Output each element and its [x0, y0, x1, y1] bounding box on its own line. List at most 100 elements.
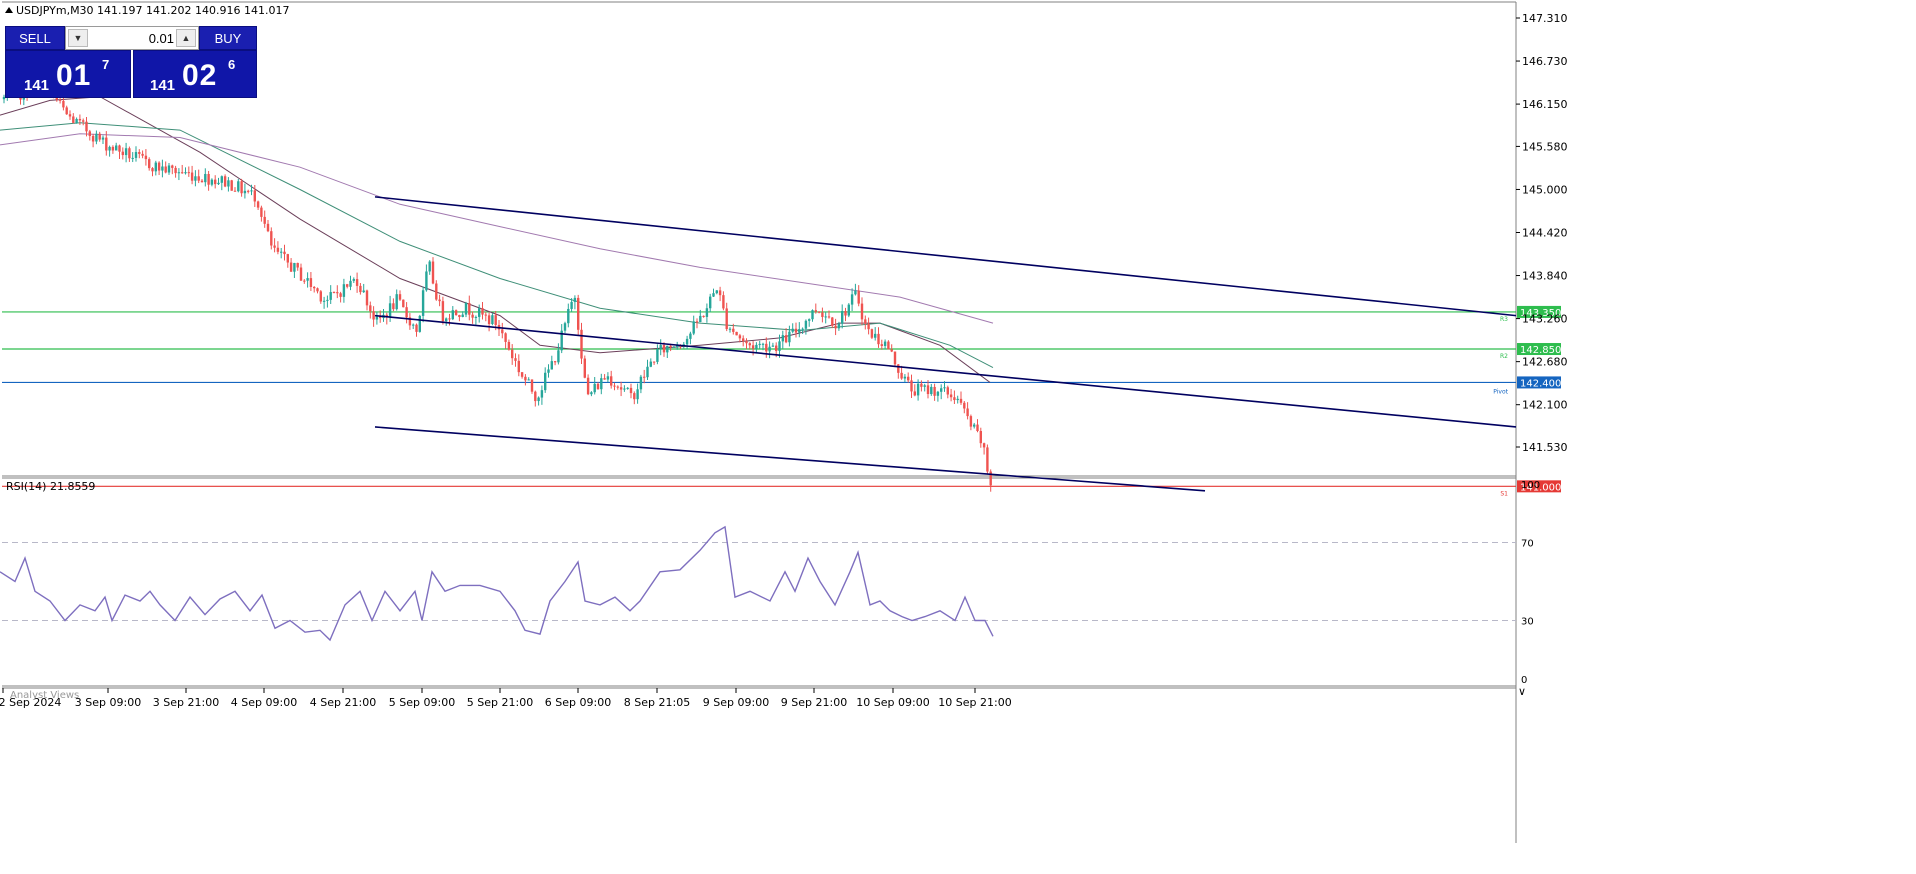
rsi-axis-label: 70 — [1521, 539, 1534, 550]
candle-body — [88, 131, 91, 136]
candle-body — [362, 290, 365, 293]
candle-body — [606, 376, 610, 380]
candle-body — [639, 376, 643, 390]
candle-body — [299, 267, 303, 281]
buy-button[interactable]: BUY — [199, 26, 257, 50]
candle-body — [326, 299, 329, 301]
price-axis[interactable]: 147.310 146.730 146.150 145.580 145.000 144.4… — [1516, 12, 1568, 454]
candle-body — [636, 389, 639, 400]
candle-body — [804, 320, 808, 329]
lot-size-input[interactable] — [90, 29, 174, 47]
candle-body — [982, 443, 986, 448]
candle-body — [600, 378, 603, 390]
candle-body — [930, 386, 933, 395]
level-tag-label: Pivot — [1493, 388, 1508, 395]
lot-decrease-icon[interactable]: ▼ — [68, 29, 88, 47]
candle-body — [210, 179, 214, 185]
candle-body — [751, 345, 755, 349]
level-price-label: 141.000 — [1520, 482, 1561, 493]
candle-body — [897, 364, 900, 373]
trend-channel-line[interactable] — [374, 314, 1517, 428]
level-price-label: 143.350 — [1520, 308, 1561, 319]
candle-body — [669, 345, 672, 347]
candle-body — [438, 299, 441, 302]
candle-body — [893, 351, 897, 365]
candle-body — [322, 300, 326, 302]
rsi-scroll-arrow-icon[interactable]: ∨ — [1518, 685, 1526, 698]
candle-body — [811, 310, 814, 320]
candle-body — [484, 314, 487, 316]
candle-body — [890, 349, 893, 352]
candle-body — [613, 385, 616, 387]
candle-body — [524, 376, 527, 381]
candle-body — [973, 424, 976, 427]
candle-body — [223, 176, 227, 187]
candle-body — [157, 162, 161, 171]
candle-body — [171, 165, 174, 168]
time-axis-label: 5 Sep 09:00 — [389, 696, 455, 709]
time-axis-label: 5 Sep 21:00 — [467, 696, 533, 709]
candle-body — [471, 314, 474, 318]
candle-body — [765, 343, 768, 352]
candle-body — [507, 341, 511, 350]
level-price-label: 142.850 — [1520, 345, 1561, 356]
moving-averages — [0, 96, 994, 383]
candle-body — [65, 107, 68, 115]
level-tag-label: R2 — [1500, 353, 1508, 360]
candle-body — [986, 447, 989, 472]
collapse-triangle-icon[interactable] — [5, 7, 13, 13]
candle-body — [316, 288, 319, 292]
candle-body — [253, 190, 256, 202]
analyst-views-label[interactable]: Analyst Views — [10, 690, 79, 701]
trend-channel-line[interactable] — [374, 196, 1517, 317]
moving-average-line — [0, 122, 994, 369]
candle-body — [643, 376, 646, 378]
candle-body — [722, 295, 725, 309]
rsi-indicator-label: RSI(14) 21.8559 — [6, 480, 95, 493]
sell-price-sup: 7 — [102, 57, 110, 72]
buy-price-big: 02 — [182, 59, 218, 92]
candle-body — [989, 471, 992, 486]
rsi-pane: 100 70 30 0 — [0, 480, 1540, 686]
time-axis[interactable]: 2 Sep 2024 3 Sep 09:00 3 Sep 21:00 4 Sep 09… — [0, 688, 1012, 709]
level-tag-label: S1 — [1500, 490, 1508, 497]
time-axis-label: 8 Sep 21:05 — [624, 696, 690, 709]
candle-body — [233, 190, 237, 192]
candle-body — [141, 153, 144, 156]
candle-body — [256, 201, 260, 208]
candle-body — [187, 172, 190, 174]
trend-channel-lines[interactable] — [374, 196, 1517, 492]
candle-body — [844, 310, 847, 316]
sell-price-display[interactable]: 141 01 7 — [5, 50, 131, 98]
candle-body — [573, 297, 577, 302]
candle-body — [682, 344, 685, 346]
candle-body — [319, 291, 322, 302]
candle-body — [577, 297, 580, 330]
candle-body — [134, 152, 138, 158]
candle-body — [128, 148, 131, 159]
candle-body — [959, 398, 963, 403]
trend-channel-line[interactable] — [374, 426, 1206, 492]
candle-body — [270, 231, 273, 246]
sell-button[interactable]: SELL — [5, 26, 65, 50]
candle-body — [692, 321, 695, 334]
buy-price-sup: 6 — [228, 57, 236, 72]
one-click-trading-panel: SELL ▼ ▲ BUY 141 01 7 141 02 6 — [5, 26, 257, 98]
time-axis-label: 2 Sep 2024 — [0, 696, 61, 709]
level-price-tag — [1517, 376, 1561, 389]
candle-body — [62, 100, 65, 108]
candle-body — [837, 323, 841, 329]
candle-body — [633, 393, 636, 400]
price-axis-label: 141.530 — [1522, 441, 1568, 454]
lot-increase-icon[interactable]: ▲ — [176, 29, 196, 47]
candle-body — [504, 333, 507, 342]
time-axis-label: 4 Sep 21:00 — [310, 696, 376, 709]
level-price-tag — [1517, 305, 1561, 318]
candle-body — [583, 358, 586, 378]
candle-body — [590, 392, 593, 395]
sell-price-prefix: 141 — [24, 77, 50, 94]
price-axis-label: 146.150 — [1522, 98, 1568, 111]
buy-price-display[interactable]: 141 02 6 — [133, 50, 257, 98]
